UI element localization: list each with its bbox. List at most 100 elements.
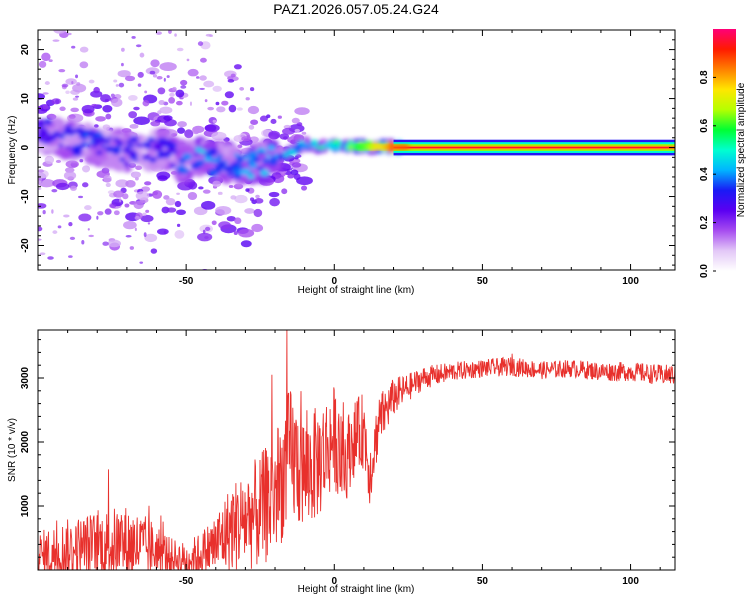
snr-x-ticks: -50 0 50 100 [37, 330, 661, 587]
colorbar: 0.0 0.2 0.4 0.6 0.8 Normalized spectral ampl… [699, 29, 747, 278]
spectrogram-blob [111, 161, 123, 171]
spectrogram-speckle [129, 246, 135, 250]
spectrogram-blob-core [332, 139, 339, 145]
spectrogram-speckle [81, 165, 91, 173]
spectrogram-speckle [250, 119, 259, 125]
spectrogram-speckle [144, 233, 158, 243]
spectrogram-speckle [52, 230, 58, 234]
spectrogram-speckle [197, 41, 204, 46]
spectrogram-speckle [117, 70, 131, 78]
spectrogram-speckle [174, 33, 177, 37]
spectrogram-speckle [176, 100, 183, 106]
spectrogram-blob-core [66, 128, 76, 135]
spectrogram-blob-core [43, 136, 53, 144]
spectrogram-speckle [135, 191, 150, 201]
spectrogram-speckle [111, 98, 123, 107]
spectrogram-speckle [205, 33, 212, 37]
spectrogram-speckle [217, 191, 223, 195]
spectrogram-blob-core [129, 135, 139, 143]
spectrogram-speckle [249, 197, 255, 202]
spectrogram-speckle [221, 100, 229, 106]
spectrogram-speckle [133, 200, 144, 210]
spectrogram-blob-core [82, 137, 88, 141]
spectrogram-speckle [204, 124, 220, 132]
spectrogram-blob-core [258, 150, 264, 155]
spectrogram-speckle [121, 62, 124, 67]
spectrogram-speckle [129, 123, 139, 129]
spectrogram-speckle [157, 87, 166, 95]
spectrogram-line-layer [393, 146, 675, 149]
colorbar-tick-label: 0.0 [699, 264, 710, 278]
spectrogram-blob [176, 138, 187, 146]
spectrogram-speckle [277, 115, 282, 119]
spectrogram-speckle [236, 107, 243, 111]
spectrogram-speckle [187, 68, 199, 77]
spectrogram-speckle [93, 86, 100, 94]
spectrogram-blob-core [112, 148, 121, 155]
spectrogram-speckle [81, 104, 95, 114]
spectrogram-speckle [95, 116, 106, 122]
spectrogram-blob-core [261, 158, 270, 164]
spectrogram-frame [37, 29, 676, 271]
snr-x-tick-label: 0 [331, 576, 337, 587]
spectrogram-speckle [44, 81, 50, 85]
spectrogram-speckle [113, 210, 120, 216]
spectrogram-speckle [155, 31, 162, 35]
spectrogram-blob-core [135, 142, 143, 148]
spectrogram-speckle [168, 97, 176, 104]
spectrogram-speckle [234, 217, 242, 225]
spectrogram-blob-core [108, 146, 115, 151]
spectrogram-speckle [42, 92, 49, 95]
spectrogram-speckle [124, 75, 136, 82]
spectrogram-speckle [71, 45, 76, 49]
spectrogram-speckle [205, 226, 211, 232]
spectrogram-speckle [166, 75, 170, 78]
spectrogram-speckle [87, 228, 90, 231]
spectrogram-speckle [163, 77, 166, 82]
spectrogram-speckle [84, 205, 92, 211]
spectrogram-speckle [230, 73, 236, 78]
spectrogram-speckle [51, 189, 58, 193]
spectrogram-speckle [215, 101, 220, 106]
spectrogram-speckle [287, 173, 295, 179]
spectrogram-speckle [144, 90, 148, 94]
spectrogram-speckle [247, 105, 260, 115]
spectrogram-speckle [61, 83, 69, 88]
spectrogram-speckle [134, 215, 140, 220]
spectrogram-speckle [295, 154, 302, 158]
spectrogram-speckle [239, 86, 245, 91]
snr-y-tick-label: 2000 [20, 430, 31, 453]
spectrogram-blob-core [190, 162, 201, 170]
spectrogram-speckle [184, 129, 194, 139]
spectrogram-speckle [291, 162, 302, 168]
spectrogram-blob-core [149, 137, 156, 142]
spectrogram-blob-core [216, 154, 224, 159]
spectrogram-speckle [135, 165, 143, 171]
spectrogram-speckle [66, 32, 72, 36]
spectrogram-speckle [71, 80, 74, 85]
spectrogram-speckle [47, 256, 54, 260]
spectrogram-speckle [145, 209, 150, 213]
spectrogram-speckle [115, 84, 119, 87]
spectrogram-speckle [268, 191, 280, 198]
spectrogram-speckle [41, 22, 47, 27]
spectrogram-speckle [38, 60, 47, 68]
spectrogram-speckle [192, 127, 200, 135]
spectrogram-speckle [234, 194, 248, 204]
snr-x-tick-label: -50 [179, 576, 194, 587]
spectrogram-speckle [255, 194, 260, 199]
spectrogram-blob-core [181, 168, 190, 174]
spectrogram-speckle [122, 193, 129, 200]
spectrogram-speckle [141, 186, 151, 192]
spectrogram-speckle [174, 229, 185, 239]
spectrogram-blob-core [100, 144, 106, 149]
spectrogram-speckle [233, 64, 242, 70]
spectrogram-speckle [176, 209, 186, 216]
spectrogram-blob-core [218, 161, 227, 167]
spectrogram-speckle [52, 39, 60, 42]
spectrogram-blob-core [38, 127, 49, 135]
spectrogram-speckle [199, 87, 205, 90]
spectrogram-blob-core [104, 139, 111, 145]
spectrogram-speckle [79, 158, 84, 163]
spectrogram-blob-core [332, 144, 341, 151]
